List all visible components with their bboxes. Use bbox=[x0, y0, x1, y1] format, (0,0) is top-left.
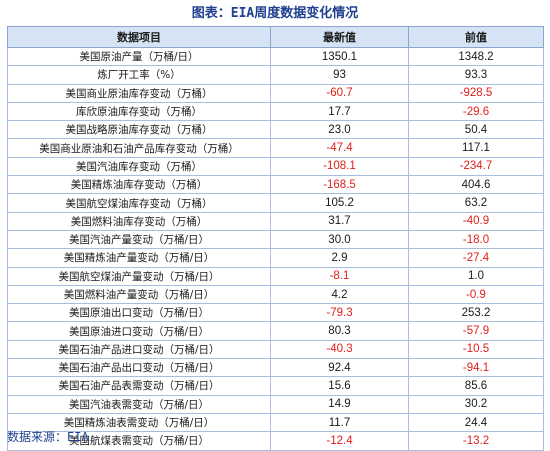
row-latest-value: 23.0 bbox=[270, 120, 409, 140]
row-latest-value: 105.2 bbox=[270, 193, 409, 213]
row-previous-value: -27.4 bbox=[408, 248, 544, 268]
row-latest-value: -108.1 bbox=[270, 156, 409, 177]
row-previous-value: 50.4 bbox=[408, 120, 544, 140]
data-source-note: 数据来源：EIA bbox=[7, 430, 89, 444]
table-row: 美国燃料油库存变动（万桶） 31.7 -40.9 bbox=[7, 211, 544, 231]
table-row: 美国石油产品进口变动（万桶/日） -40.3 -10.5 bbox=[7, 339, 544, 360]
table-row: 美国原油出口变动（万桶/日） -79.3 253.2 bbox=[7, 303, 544, 323]
row-latest-value: 93 bbox=[270, 65, 409, 85]
row-latest-value: -60.7 bbox=[270, 83, 409, 103]
table-row: 美国航空煤油产量变动（万桶/日） -8.1 1.0 bbox=[7, 266, 544, 286]
eia-data-table: 数据项目 最新值 前值 美国原油产量（万桶/日） 1350.1 1348.2 炼厂开工… bbox=[7, 26, 544, 451]
row-previous-value: -57.9 bbox=[408, 321, 544, 341]
row-previous-value: 253.2 bbox=[408, 303, 544, 323]
row-latest-value: -40.3 bbox=[270, 339, 409, 360]
row-previous-value: -29.6 bbox=[408, 101, 544, 122]
row-previous-value: 85.6 bbox=[408, 376, 544, 396]
row-latest-value: 15.6 bbox=[270, 376, 409, 396]
row-latest-value: 30.0 bbox=[270, 229, 409, 250]
row-previous-value: 404.6 bbox=[408, 175, 544, 195]
row-latest-value: -79.3 bbox=[270, 303, 409, 323]
row-item-label: 美国燃料油产量变动（万桶/日） bbox=[7, 284, 271, 305]
table-row: 美国航空煤油库存变动（万桶） 105.2 63.2 bbox=[7, 193, 544, 213]
row-previous-value: 117.1 bbox=[408, 138, 544, 158]
row-item-label: 美国汽油产量变动（万桶/日） bbox=[7, 229, 271, 250]
row-item-label: 美国石油产品出口变动（万桶/日） bbox=[7, 358, 271, 378]
row-previous-value: -234.7 bbox=[408, 156, 544, 177]
row-item-label: 炼厂开工率（%） bbox=[7, 65, 271, 85]
row-item-label: 美国石油产品表需变动（万桶/日） bbox=[7, 376, 271, 396]
row-previous-value: 24.4 bbox=[408, 412, 544, 433]
table-row: 美国汽油产量变动（万桶/日） 30.0 -18.0 bbox=[7, 229, 544, 250]
header-item: 数据项目 bbox=[7, 26, 271, 48]
row-previous-value: 1348.2 bbox=[408, 46, 544, 67]
row-latest-value: 80.3 bbox=[270, 321, 409, 341]
row-latest-value: -12.4 bbox=[270, 431, 409, 451]
table-row: 美国石油产品表需变动（万桶/日） 15.6 85.6 bbox=[7, 376, 544, 396]
row-latest-value: -8.1 bbox=[270, 266, 409, 286]
row-item-label: 美国航空煤油产量变动（万桶/日） bbox=[7, 266, 271, 286]
row-item-label: 美国战略原油库存变动（万桶） bbox=[7, 120, 271, 140]
table-row: 美国战略原油库存变动（万桶） 23.0 50.4 bbox=[7, 120, 544, 140]
table-row: 美国商业原油和石油产品库存变动（万桶） -47.4 117.1 bbox=[7, 138, 544, 158]
table-row: 美国精炼油产量变动（万桶/日） 2.9 -27.4 bbox=[7, 248, 544, 268]
row-item-label: 库欣原油库存变动（万桶） bbox=[7, 101, 271, 122]
table-row: 炼厂开工率（%） 93 93.3 bbox=[7, 65, 544, 85]
row-latest-value: 2.9 bbox=[270, 248, 409, 268]
row-latest-value: -168.5 bbox=[270, 175, 409, 195]
row-item-label: 美国汽油库存变动（万桶） bbox=[7, 156, 271, 177]
row-item-label: 美国原油进口变动（万桶/日） bbox=[7, 321, 271, 341]
table-row: 库欣原油库存变动（万桶） 17.7 -29.6 bbox=[7, 101, 544, 122]
row-item-label: 美国汽油表需变动（万桶/日） bbox=[7, 394, 271, 414]
row-item-label: 美国原油出口变动（万桶/日） bbox=[7, 303, 271, 323]
table-row: 美国原油产量（万桶/日） 1350.1 1348.2 bbox=[7, 46, 544, 67]
row-previous-value: 63.2 bbox=[408, 193, 544, 213]
row-item-label: 美国精炼油库存变动（万桶） bbox=[7, 175, 271, 195]
row-previous-value: -40.9 bbox=[408, 211, 544, 231]
header-previous: 前值 bbox=[408, 26, 544, 48]
row-item-label: 美国商业原油库存变动（万桶） bbox=[7, 83, 271, 103]
table-row: 美国原油进口变动（万桶/日） 80.3 -57.9 bbox=[7, 321, 544, 341]
row-previous-value: -13.2 bbox=[408, 431, 544, 451]
table-header-row: 数据项目 最新值 前值 bbox=[7, 26, 544, 48]
row-latest-value: 31.7 bbox=[270, 211, 409, 231]
row-previous-value: -94.1 bbox=[408, 358, 544, 378]
header-latest: 最新值 bbox=[270, 26, 409, 48]
table-row: 美国商业原油库存变动（万桶） -60.7 -928.5 bbox=[7, 83, 544, 103]
table-row: 美国燃料油产量变动（万桶/日） 4.2 -0.9 bbox=[7, 284, 544, 305]
table-row: 美国汽油库存变动（万桶） -108.1 -234.7 bbox=[7, 156, 544, 177]
row-item-label: 美国精炼油产量变动（万桶/日） bbox=[7, 248, 271, 268]
table-row: 美国汽油表需变动（万桶/日） 14.9 30.2 bbox=[7, 394, 544, 414]
row-previous-value: -10.5 bbox=[408, 339, 544, 360]
row-previous-value: -0.9 bbox=[408, 284, 544, 305]
row-item-label: 美国原油产量（万桶/日） bbox=[7, 46, 271, 67]
row-latest-value: 1350.1 bbox=[270, 46, 409, 67]
row-item-label: 美国航空煤油库存变动（万桶） bbox=[7, 193, 271, 213]
table-row: 美国石油产品出口变动（万桶/日） 92.4 -94.1 bbox=[7, 358, 544, 378]
row-item-label: 美国商业原油和石油产品库存变动（万桶） bbox=[7, 138, 271, 158]
row-previous-value: -928.5 bbox=[408, 83, 544, 103]
row-latest-value: -47.4 bbox=[270, 138, 409, 158]
row-latest-value: 11.7 bbox=[270, 412, 409, 433]
row-previous-value: 30.2 bbox=[408, 394, 544, 414]
row-latest-value: 14.9 bbox=[270, 394, 409, 414]
row-previous-value: 93.3 bbox=[408, 65, 544, 85]
row-latest-value: 92.4 bbox=[270, 358, 409, 378]
row-item-label: 美国燃料油库存变动（万桶） bbox=[7, 211, 271, 231]
row-latest-value: 17.7 bbox=[270, 101, 409, 122]
row-item-label: 美国石油产品进口变动（万桶/日） bbox=[7, 339, 271, 360]
row-previous-value: -18.0 bbox=[408, 229, 544, 250]
row-latest-value: 4.2 bbox=[270, 284, 409, 305]
row-previous-value: 1.0 bbox=[408, 266, 544, 286]
table-row: 美国精炼油库存变动（万桶） -168.5 404.6 bbox=[7, 175, 544, 195]
chart-title: 图表：EIA周度数据变化情况 bbox=[191, 6, 359, 21]
